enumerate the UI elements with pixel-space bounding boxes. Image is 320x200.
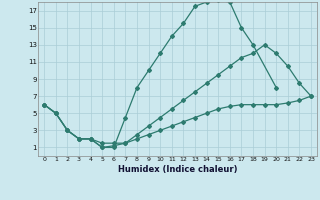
- X-axis label: Humidex (Indice chaleur): Humidex (Indice chaleur): [118, 165, 237, 174]
